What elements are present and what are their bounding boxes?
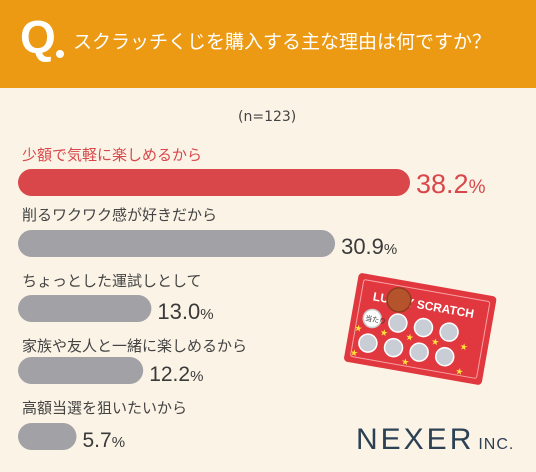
bar-5: [18, 423, 77, 450]
value-number: 13.0: [157, 299, 200, 324]
category-label-3: ちょっとした運試しとして: [22, 272, 202, 290]
value-unit: %: [190, 368, 203, 385]
value-label-2: 30.9%: [341, 234, 397, 259]
svg-text:★: ★: [430, 337, 440, 348]
question-header: Q スクラッチくじを購入する主な理由は何ですか？: [0, 0, 536, 88]
svg-text:★: ★: [379, 328, 389, 339]
value-unit: %: [200, 306, 213, 323]
scratch-spots: [358, 308, 459, 367]
scratch-coin: [386, 287, 412, 313]
ticket-stars: ★ ★ ★ ★ ★ ★ ★ ★: [349, 324, 468, 378]
brand-logo: NEXER INC.: [356, 425, 514, 455]
stamp-text: 当たり: [365, 313, 387, 326]
value-unit: %: [112, 434, 125, 451]
value-number: 5.7: [82, 429, 111, 452]
brand-suffix: INC.: [478, 436, 515, 453]
svg-text:★: ★: [353, 324, 363, 335]
svg-text:★: ★: [400, 357, 410, 368]
value-number: 38.2: [416, 169, 469, 199]
svg-text:★: ★: [405, 333, 415, 344]
sample-size: (n=123): [238, 109, 297, 125]
bar-3: [18, 295, 152, 322]
category-label-2: 削るワクワク感が好きだから: [22, 206, 218, 224]
svg-text:★: ★: [459, 342, 469, 353]
value-unit: %: [469, 177, 486, 198]
bar-4: [18, 357, 144, 384]
q-mark: Q: [20, 11, 56, 63]
category-label-4: 家族や友人と一緒に楽しめるから: [22, 337, 248, 355]
value-label-5: 5.7%: [82, 429, 125, 452]
value-number: 12.2: [149, 363, 190, 386]
q-dot: [56, 50, 64, 58]
brand-name: NEXER: [356, 423, 475, 456]
category-label-5: 高額当選を狙いたいから: [22, 399, 188, 417]
category-label-1: 少額で気軽に楽しめるから: [22, 146, 203, 164]
ticket-border: [350, 279, 491, 379]
bar-1: [18, 169, 410, 196]
svg-text:★: ★: [349, 348, 359, 359]
svg-text:★: ★: [454, 367, 464, 378]
value-number: 30.9: [341, 234, 384, 259]
value-label-3: 13.0%: [157, 299, 213, 324]
value-label-4: 12.2%: [149, 363, 203, 386]
value-label-1: 38.2%: [416, 169, 486, 199]
value-unit: %: [384, 241, 397, 258]
bar-2: [18, 230, 336, 257]
question-text: スクラッチくじを購入する主な理由は何ですか？: [73, 31, 492, 53]
